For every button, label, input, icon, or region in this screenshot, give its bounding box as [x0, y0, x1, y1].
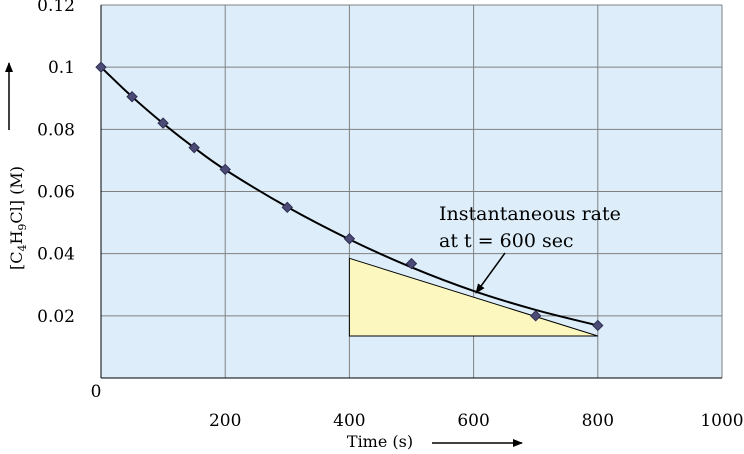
annotation-line-1: Instantaneous rate	[439, 203, 621, 225]
y-axis-label: [C4H9Cl] (M)	[7, 166, 29, 270]
x-tick-label: 1000	[700, 411, 743, 431]
y-tick-label: 0.02	[37, 307, 75, 327]
x-tick-label: 600	[457, 411, 489, 431]
annotation-line-2: at t = 600 sec	[439, 230, 574, 252]
x-tick-label: 800	[582, 411, 614, 431]
y-tick-label: 0.04	[37, 245, 75, 265]
x-tick-label: 200	[209, 411, 241, 431]
x-tick-label: 400	[333, 411, 365, 431]
origin-label: 0	[91, 382, 102, 402]
y-tick-label: 0.1	[48, 58, 75, 78]
y-tick-label: 0.12	[37, 0, 75, 16]
x-axis-label: Time (s)	[347, 432, 413, 451]
y-tick-label: 0.06	[37, 183, 75, 203]
y-tick-label: 0.08	[37, 120, 75, 140]
